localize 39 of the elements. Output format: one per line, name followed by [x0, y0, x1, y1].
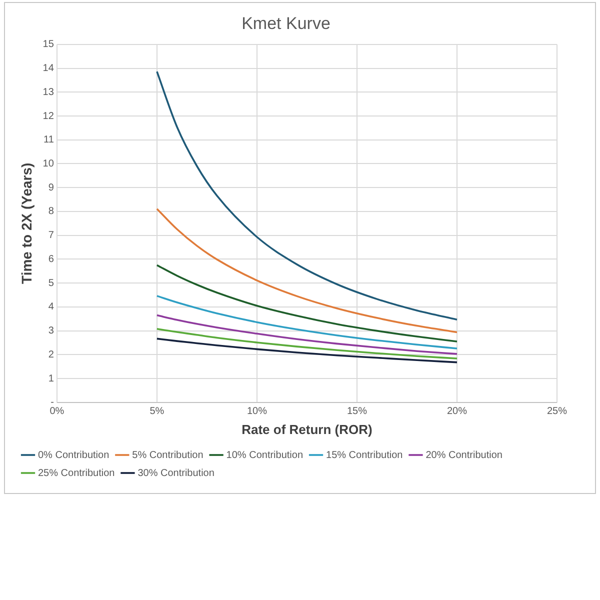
- y-tick-label: 3: [48, 326, 54, 337]
- y-tick-label: 1: [48, 373, 54, 384]
- y-tick-label: 10: [42, 158, 54, 170]
- y-tick-label: 2: [48, 349, 54, 360]
- x-tick-label: 20%: [446, 406, 468, 418]
- y-tick-label: 5: [48, 278, 54, 289]
- y-tick-label: 7: [48, 230, 54, 242]
- legend-label: 15% Contribution: [326, 450, 403, 461]
- legend-label: 25% Contribution: [38, 468, 115, 479]
- line-series: [156, 264, 458, 342]
- line-series: [156, 295, 458, 350]
- y-axis-title: Time to 2X (Years): [18, 162, 34, 284]
- y-tick-label: 14: [42, 63, 54, 74]
- y-tick-label: 8: [48, 206, 54, 218]
- x-tick-label: 15%: [346, 406, 368, 418]
- y-tick-label: 9: [48, 182, 54, 194]
- y-tick-label: 4: [48, 302, 54, 313]
- y-tick-label: -: [50, 397, 54, 408]
- y-tick-label: 15: [42, 39, 54, 50]
- legend-label: 30% Contribution: [138, 468, 214, 479]
- line-series: [156, 70, 458, 320]
- legend-label: 0% Contribution: [38, 450, 110, 461]
- y-tick-label: 13: [42, 86, 54, 98]
- line-series: [156, 328, 458, 360]
- x-tick-label: 0%: [50, 406, 64, 418]
- x-tick-label: 25%: [546, 406, 568, 418]
- line-series: [156, 208, 458, 334]
- x-axis-title: Rate of Return (ROR): [242, 422, 372, 437]
- y-tick-label: 12: [42, 110, 54, 122]
- y-tick-label: 6: [48, 254, 54, 265]
- y-tick-label: 11: [44, 134, 54, 146]
- legend-label: 20% Contribution: [426, 450, 502, 461]
- line-series: [156, 338, 458, 364]
- x-tick-label: 5%: [150, 406, 164, 418]
- chart-title: Kmet Kurve: [242, 14, 330, 33]
- line-series: [156, 314, 458, 355]
- legend-label: 5% Contribution: [132, 450, 204, 461]
- legend-label: 10% Contribution: [226, 450, 304, 461]
- x-tick-label: 10%: [246, 406, 268, 418]
